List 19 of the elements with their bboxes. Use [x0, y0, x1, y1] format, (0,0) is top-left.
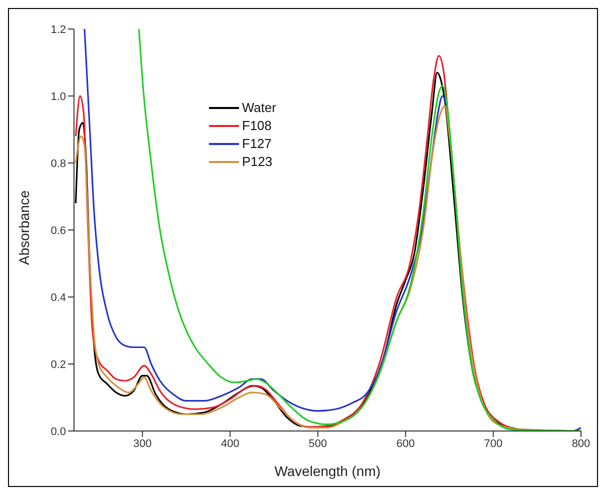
y-axis-title: Absorbance — [16, 190, 32, 265]
y-tick-label: 0.2 — [50, 358, 66, 371]
legend-label: Water — [242, 99, 276, 117]
x-tick-label: 500 — [308, 438, 328, 450]
x-tick-label: 700 — [484, 438, 502, 450]
y-tick-label: 0.8 — [50, 158, 66, 170]
legend-label: P123 — [242, 153, 272, 171]
x-tick-label: 800 — [572, 438, 590, 450]
x-tick-label: 300 — [133, 438, 152, 450]
x-axis-title: Wavelength (nm) — [274, 463, 381, 479]
y-tick-label: 0.0 — [50, 426, 66, 438]
y-tick-label: 1.2 — [50, 24, 66, 36]
y-tick-label: 1.0 — [50, 90, 66, 103]
x-tick-label: 400 — [220, 438, 240, 450]
legend-label: F127 — [242, 135, 272, 153]
legend-label: F108 — [242, 117, 272, 135]
y-tick-label: 0.6 — [50, 224, 66, 237]
x-tick-label: 600 — [396, 438, 415, 450]
y-tick-label: 0.4 — [50, 292, 66, 304]
